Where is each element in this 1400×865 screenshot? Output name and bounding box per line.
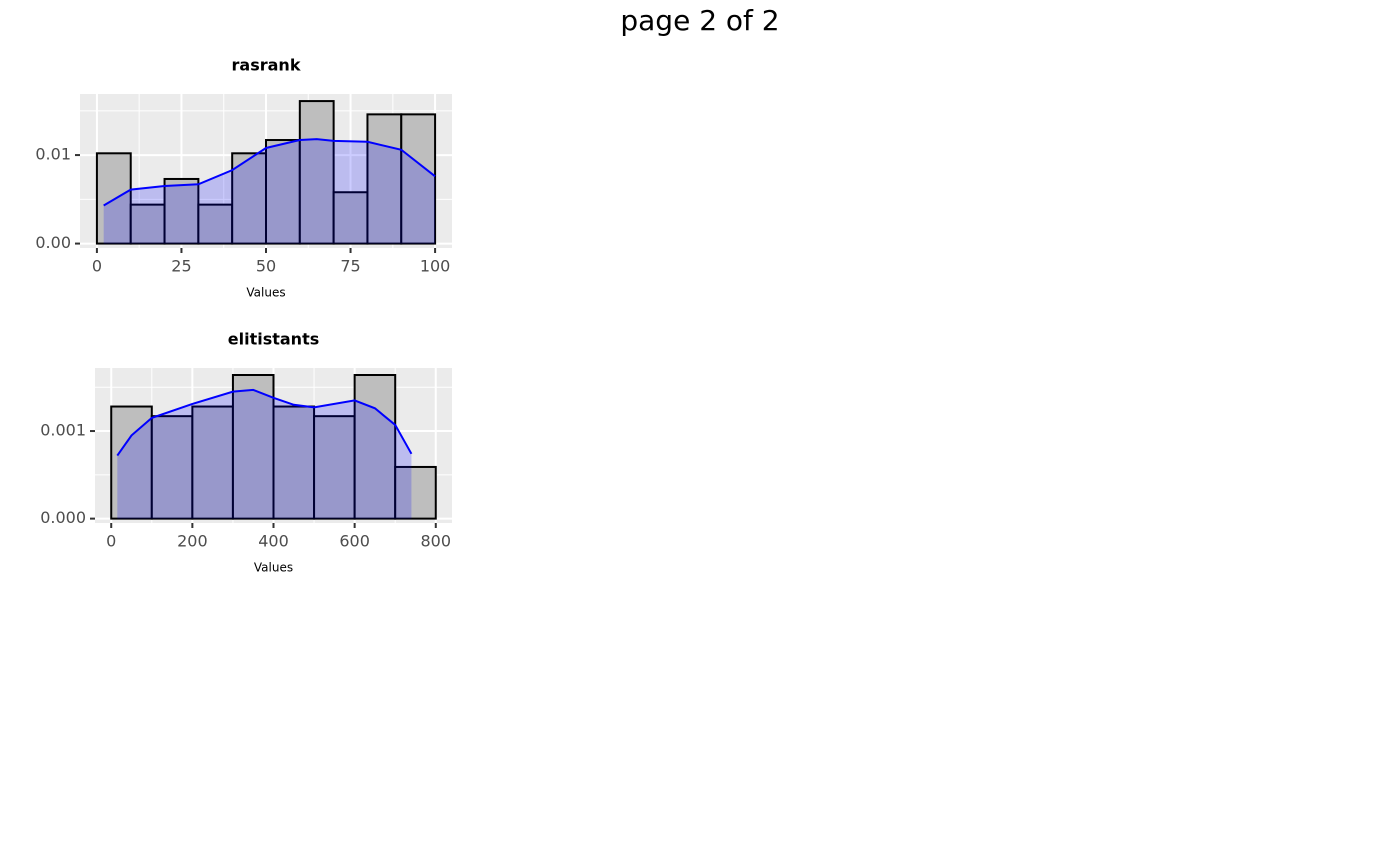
histogram-bar [400,113,437,245]
histogram-bar [298,100,335,245]
y-tick-label: 0.001 [40,421,86,440]
density-line [103,138,436,207]
histogram-bar [272,405,316,520]
x-tick-label: 200 [177,532,208,551]
histogram-bar [163,177,200,245]
histogram-bar [332,191,369,245]
x-axis-label: Values [246,286,285,300]
y-tick-label: 0.000 [40,508,86,527]
x-tick-label: 0 [92,257,102,276]
histogram-bar [313,415,356,520]
x-tick-label: 400 [258,532,289,551]
histogram-bar [129,203,166,245]
x-tick-label: 100 [420,257,451,276]
histogram-bar [353,374,397,520]
x-tick-label: 600 [339,532,370,551]
histogram-bar [231,374,275,520]
histogram-bar [150,415,194,520]
page-title: page 2 of 2 [620,4,779,37]
chart-title: elitistants [228,330,319,349]
density-line [116,388,413,457]
histogram-bar [265,139,301,245]
x-tick-label: 75 [340,257,360,276]
density-area [117,389,412,519]
histogram-bar [231,152,268,245]
x-tick-label: 0 [106,532,116,551]
x-tick-label: 50 [256,257,276,276]
x-axis-label: Values [254,561,293,575]
x-tick-label: 800 [420,532,451,551]
chart-title: rasrank [232,56,301,75]
x-tick-label: 25 [171,257,191,276]
y-tick-label: 0.01 [35,145,71,164]
histogram-bar [191,405,234,520]
density-area [103,139,436,244]
y-tick-label: 0.00 [35,233,71,252]
histogram-bar [197,203,234,245]
histogram-bar [394,465,437,520]
histogram-bar [110,405,153,520]
